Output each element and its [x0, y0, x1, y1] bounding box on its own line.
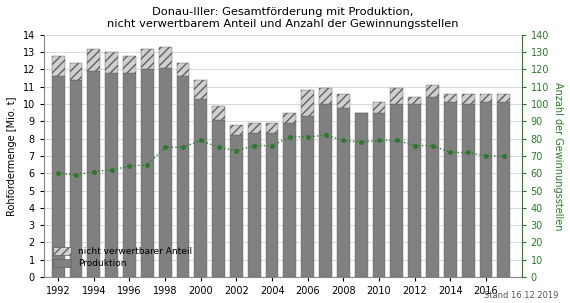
Bar — [302, 116, 314, 277]
Bar — [426, 97, 439, 277]
Bar — [444, 102, 457, 277]
Bar — [373, 113, 385, 277]
Bar — [390, 104, 403, 277]
Title: Donau-Iller: Gesamtförderung mit Produktion,
nicht verwertbarem Anteil und Anzah: Donau-Iller: Gesamtförderung mit Produkt… — [107, 7, 458, 28]
Bar — [230, 125, 243, 135]
Bar — [123, 73, 136, 277]
Bar — [141, 69, 154, 277]
Bar — [70, 62, 83, 80]
Bar — [498, 94, 510, 102]
Bar — [158, 47, 172, 68]
Bar — [87, 49, 100, 71]
Bar — [355, 113, 368, 277]
Bar — [248, 123, 260, 133]
Bar — [123, 56, 136, 73]
Bar — [158, 68, 172, 277]
Bar — [105, 52, 118, 73]
Y-axis label: Anzahl der Gewinnungsstellen: Anzahl der Gewinnungsstellen — [553, 82, 563, 230]
Bar — [390, 88, 403, 104]
Bar — [177, 62, 189, 76]
Bar — [337, 94, 350, 108]
Bar — [87, 71, 100, 277]
Bar — [52, 76, 64, 277]
Bar — [177, 76, 189, 277]
Bar — [462, 104, 475, 277]
Bar — [426, 85, 439, 97]
Bar — [230, 135, 243, 277]
Legend: nicht verwertbarer Anteil, Produktion: nicht verwertbarer Anteil, Produktion — [48, 242, 197, 272]
Bar — [337, 108, 350, 277]
Bar — [498, 102, 510, 277]
Bar — [194, 99, 207, 277]
Bar — [408, 97, 421, 104]
Bar — [444, 94, 457, 102]
Bar — [373, 102, 385, 113]
Bar — [479, 102, 492, 277]
Text: Stand 16.12.2019: Stand 16.12.2019 — [484, 291, 559, 300]
Bar — [266, 133, 279, 277]
Bar — [248, 133, 260, 277]
Bar — [462, 94, 475, 104]
Y-axis label: Rohfördermenge [Mio. t]: Rohfördermenge [Mio. t] — [7, 96, 17, 216]
Bar — [283, 113, 296, 123]
Bar — [319, 88, 332, 104]
Bar — [105, 73, 118, 277]
Bar — [212, 120, 225, 277]
Bar — [283, 123, 296, 277]
Bar — [479, 94, 492, 102]
Bar — [408, 104, 421, 277]
Bar — [302, 90, 314, 116]
Bar — [212, 106, 225, 120]
Bar — [70, 80, 83, 277]
Bar — [52, 56, 64, 76]
Bar — [266, 123, 279, 133]
Bar — [141, 49, 154, 69]
Bar — [319, 104, 332, 277]
Bar — [194, 80, 207, 99]
